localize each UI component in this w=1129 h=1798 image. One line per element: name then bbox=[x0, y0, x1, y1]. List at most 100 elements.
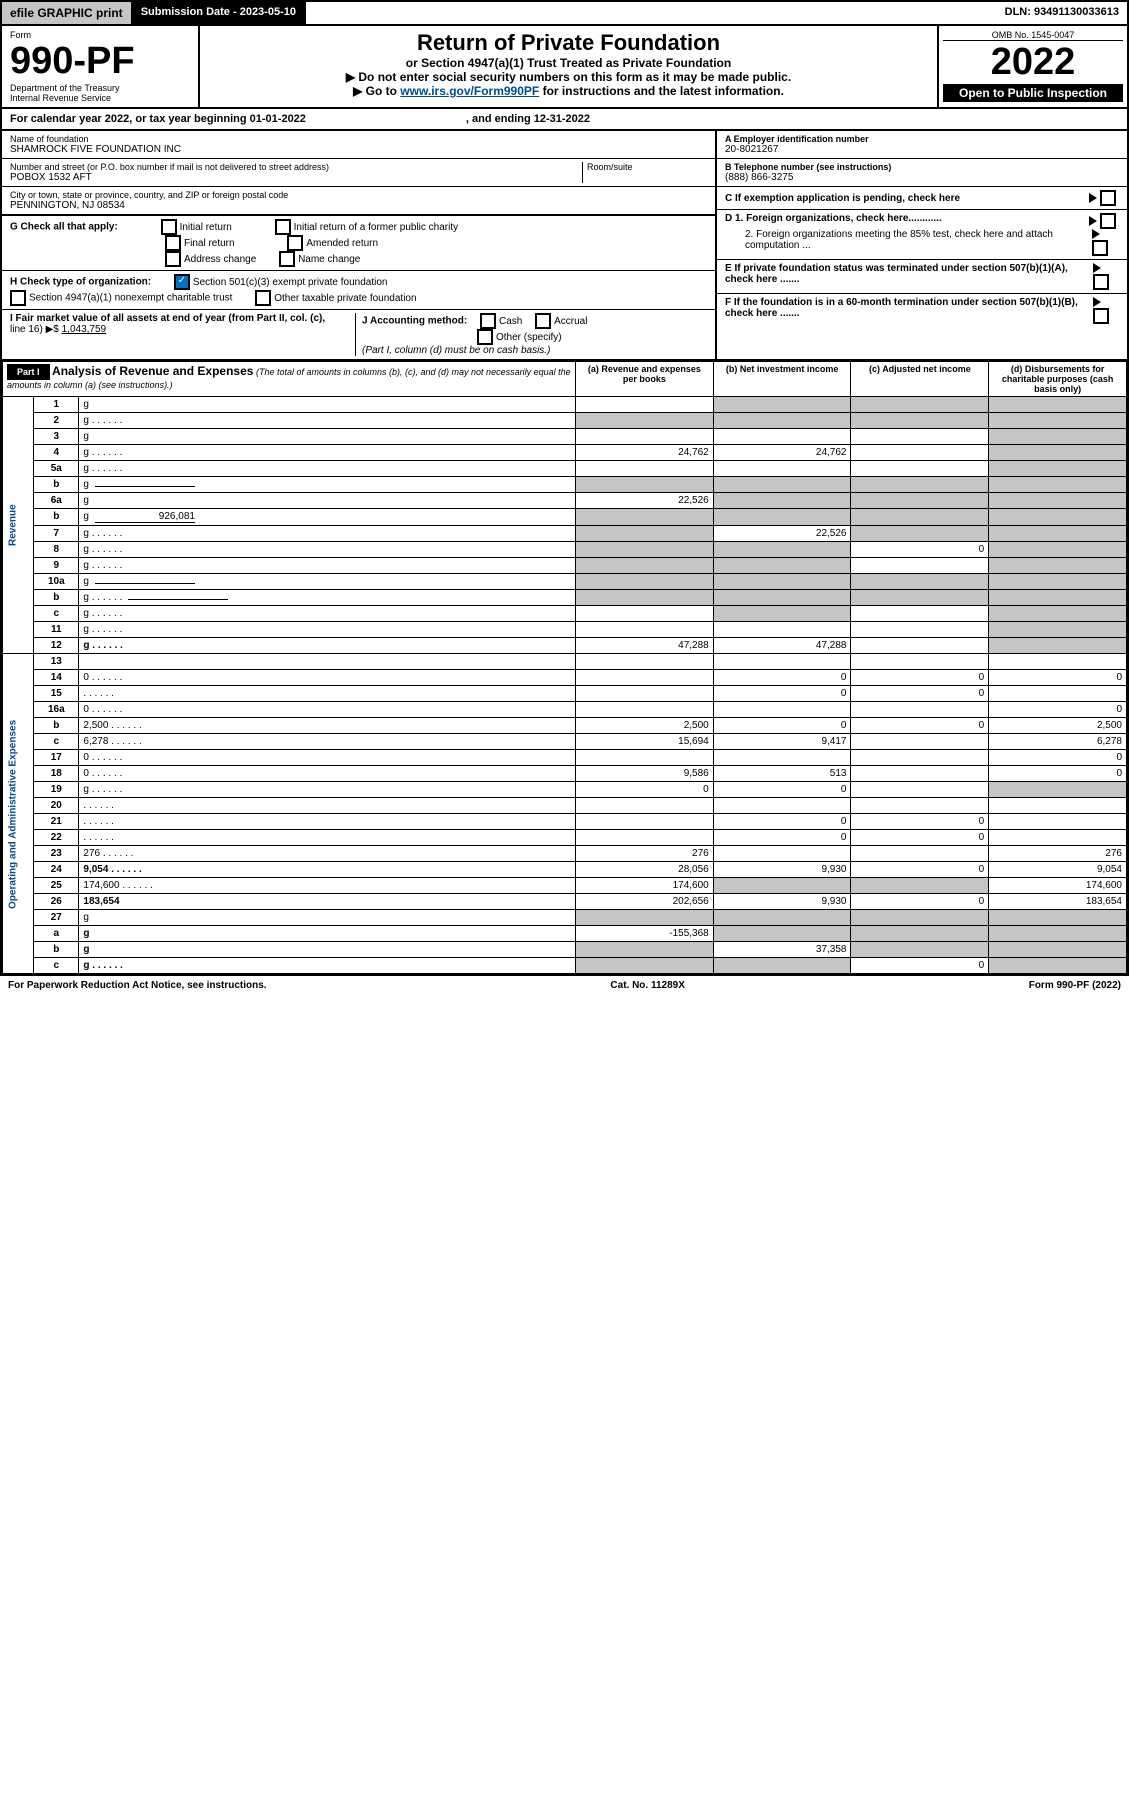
amount-cell: 0 bbox=[851, 814, 989, 830]
addr-label: Number and street (or P.O. box number if… bbox=[10, 162, 582, 172]
city: PENNINGTON, NJ 08534 bbox=[10, 200, 707, 211]
arrow-icon bbox=[1089, 216, 1097, 226]
chk-d2[interactable] bbox=[1092, 240, 1108, 256]
amount-cell bbox=[851, 622, 989, 638]
chk-4947[interactable] bbox=[10, 290, 26, 306]
chk-final-return[interactable] bbox=[165, 235, 181, 251]
chk-d1[interactable] bbox=[1100, 213, 1116, 229]
amount-cell bbox=[713, 558, 851, 574]
chk-address-change[interactable] bbox=[165, 251, 181, 267]
table-row: Operating and Administrative Expenses13 bbox=[3, 654, 1127, 670]
table-row: 249,054 . . . . . .28,0569,93009,054 bbox=[3, 862, 1127, 878]
chk-e[interactable] bbox=[1093, 274, 1109, 290]
amount-cell: 0 bbox=[989, 670, 1127, 686]
calendar-year-row: For calendar year 2022, or tax year begi… bbox=[0, 109, 1129, 131]
amount-cell bbox=[575, 750, 713, 766]
table-row: cg . . . . . . bbox=[3, 606, 1127, 622]
line-description: g . . . . . . bbox=[79, 958, 576, 974]
chk-cash[interactable] bbox=[480, 313, 496, 329]
line-description: g . . . . . . bbox=[79, 461, 576, 477]
inline-input[interactable] bbox=[95, 486, 195, 487]
amount-cell: 0 bbox=[713, 782, 851, 798]
line-description: 276 . . . . . . bbox=[79, 846, 576, 862]
line-number: b bbox=[34, 942, 79, 958]
line-number: 14 bbox=[34, 670, 79, 686]
ein: 20-8021267 bbox=[725, 144, 1119, 155]
chk-501c3[interactable] bbox=[174, 274, 190, 290]
line-description: g926,081 bbox=[79, 509, 576, 526]
amount-cell bbox=[713, 750, 851, 766]
table-row: 12g . . . . . .47,28847,288 bbox=[3, 638, 1127, 654]
amount-cell bbox=[575, 622, 713, 638]
chk-initial-public[interactable] bbox=[275, 219, 291, 235]
irs-link[interactable]: www.irs.gov/Form990PF bbox=[400, 84, 539, 98]
line-description: g . . . . . . bbox=[79, 606, 576, 622]
amount-cell bbox=[575, 461, 713, 477]
amount-cell: 2,500 bbox=[989, 718, 1127, 734]
amount-cell: 0 bbox=[989, 750, 1127, 766]
table-row: c6,278 . . . . . .15,6949,4176,278 bbox=[3, 734, 1127, 750]
amount-cell bbox=[713, 622, 851, 638]
amount-cell: 9,417 bbox=[713, 734, 851, 750]
line-number: a bbox=[34, 926, 79, 942]
table-row: 22 . . . . . .00 bbox=[3, 830, 1127, 846]
amount-cell: 0 bbox=[989, 766, 1127, 782]
table-row: 5ag . . . . . . bbox=[3, 461, 1127, 477]
chk-amended[interactable] bbox=[287, 235, 303, 251]
table-row: 23276 . . . . . .276276 bbox=[3, 846, 1127, 862]
submission-date: Submission Date - 2023-05-10 bbox=[133, 2, 306, 24]
amount-cell bbox=[989, 558, 1127, 574]
table-row: bg37,358 bbox=[3, 942, 1127, 958]
amount-cell bbox=[713, 926, 851, 942]
form-subtitle: or Section 4947(a)(1) Trust Treated as P… bbox=[204, 56, 933, 70]
inline-input[interactable]: 926,081 bbox=[95, 511, 195, 523]
chk-accrual[interactable] bbox=[535, 313, 551, 329]
amount-cell bbox=[989, 542, 1127, 558]
line-number: 23 bbox=[34, 846, 79, 862]
amount-cell bbox=[575, 397, 713, 413]
amount-cell: 0 bbox=[713, 830, 851, 846]
amount-cell: 0 bbox=[713, 814, 851, 830]
amount-cell bbox=[851, 509, 989, 526]
chk-name-change[interactable] bbox=[279, 251, 295, 267]
amount-cell: 15,694 bbox=[575, 734, 713, 750]
amount-cell bbox=[989, 413, 1127, 429]
amount-cell bbox=[989, 814, 1127, 830]
line-description: g bbox=[79, 397, 576, 413]
amount-cell bbox=[575, 686, 713, 702]
chk-initial-return[interactable] bbox=[161, 219, 177, 235]
name-label: Name of foundation bbox=[10, 134, 707, 144]
amount-cell bbox=[989, 638, 1127, 654]
amount-cell bbox=[713, 509, 851, 526]
amount-cell: 6,278 bbox=[989, 734, 1127, 750]
line-description: g bbox=[79, 926, 576, 942]
tel-label: B Telephone number (see instructions) bbox=[725, 162, 1119, 172]
amount-cell bbox=[989, 445, 1127, 461]
form-title: Return of Private Foundation bbox=[204, 30, 933, 56]
city-label: City or town, state or province, country… bbox=[10, 190, 707, 200]
amount-cell bbox=[851, 942, 989, 958]
form-header: Form 990-PF Department of the Treasury I… bbox=[0, 26, 1129, 109]
chk-other-taxable[interactable] bbox=[255, 290, 271, 306]
chk-c[interactable] bbox=[1100, 190, 1116, 206]
amount-cell bbox=[713, 958, 851, 974]
part1-table: Part I Analysis of Revenue and Expenses … bbox=[2, 361, 1127, 974]
amount-cell bbox=[989, 397, 1127, 413]
amount-cell bbox=[851, 590, 989, 606]
amount-cell bbox=[989, 606, 1127, 622]
amount-cell: 2,500 bbox=[575, 718, 713, 734]
inline-input[interactable] bbox=[128, 599, 228, 600]
chk-other-method[interactable] bbox=[477, 329, 493, 345]
chk-f[interactable] bbox=[1093, 308, 1109, 324]
line-description: 0 . . . . . . bbox=[79, 670, 576, 686]
amount-cell: 22,526 bbox=[575, 493, 713, 509]
amount-cell bbox=[713, 702, 851, 718]
line-number: b bbox=[34, 718, 79, 734]
line-number: 18 bbox=[34, 766, 79, 782]
amount-cell bbox=[851, 654, 989, 670]
inline-input[interactable] bbox=[95, 583, 195, 584]
amount-cell bbox=[713, 846, 851, 862]
efile-print-button[interactable]: efile GRAPHIC print bbox=[2, 2, 133, 24]
line-description: g . . . . . . bbox=[79, 558, 576, 574]
arrow-icon bbox=[1093, 297, 1101, 307]
